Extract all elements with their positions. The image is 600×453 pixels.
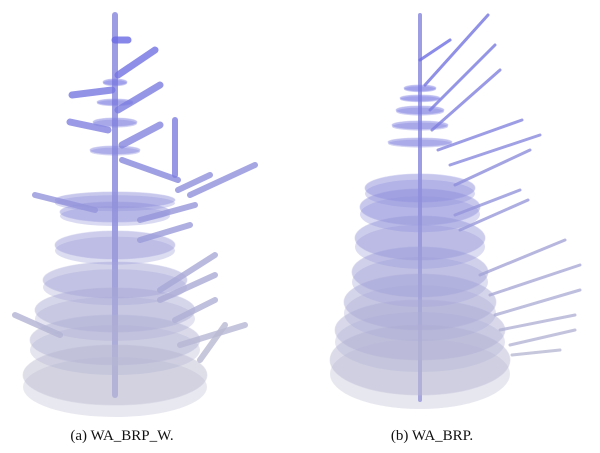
disc xyxy=(396,106,444,114)
disc xyxy=(43,262,187,298)
disc xyxy=(365,174,475,202)
branch xyxy=(455,150,530,185)
branch xyxy=(430,45,495,110)
figure: (a) WA_BRP_W. (b) WA_BRP. xyxy=(0,0,600,453)
caption-b: (b) WA_BRP. xyxy=(391,428,473,444)
branch xyxy=(122,160,178,180)
branch xyxy=(122,125,160,145)
tree-render-a xyxy=(15,15,255,417)
branch xyxy=(495,290,580,315)
branch xyxy=(510,330,575,345)
branch xyxy=(512,350,560,355)
branch xyxy=(432,70,500,130)
disc xyxy=(388,138,452,146)
branch xyxy=(500,315,575,330)
branch xyxy=(490,265,580,295)
branch xyxy=(200,325,225,360)
disc xyxy=(404,85,436,91)
branch xyxy=(118,50,155,75)
branch xyxy=(118,85,160,110)
disc xyxy=(90,146,140,154)
branch xyxy=(420,40,450,60)
disc xyxy=(103,79,127,85)
tree-render-b xyxy=(330,15,580,409)
branch xyxy=(480,240,565,275)
caption-a: (a) WA_BRP_W. xyxy=(70,428,173,444)
disc xyxy=(400,95,440,101)
branch xyxy=(72,90,112,95)
